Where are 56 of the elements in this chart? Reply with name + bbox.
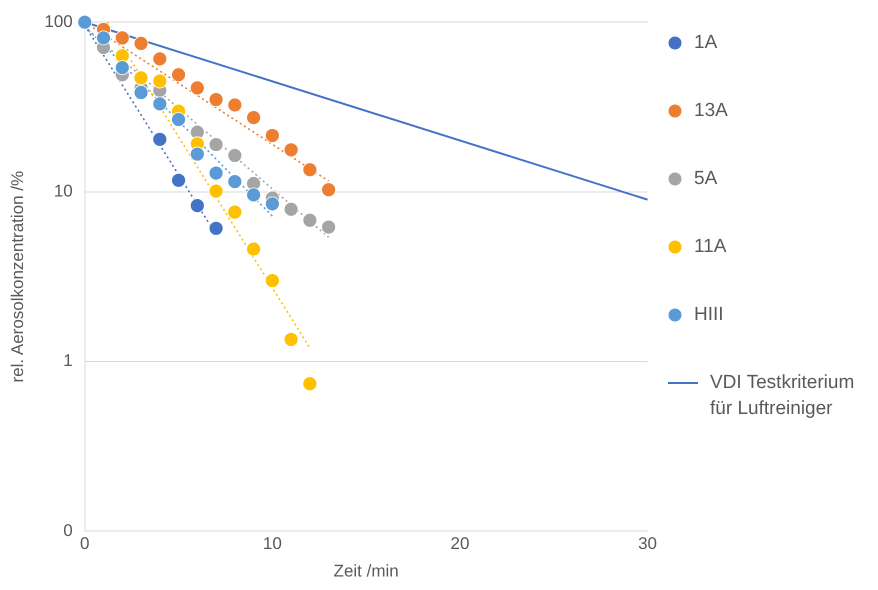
point	[302, 212, 318, 228]
point	[134, 36, 148, 51]
y-tick-label: 100	[44, 12, 73, 31]
point	[171, 112, 186, 127]
point	[114, 30, 130, 46]
legend-label: VDI Testkriterium für Luftreiniger	[710, 371, 856, 421]
point	[302, 162, 318, 178]
point	[96, 30, 111, 46]
point	[284, 142, 299, 158]
point	[134, 85, 148, 100]
point	[227, 204, 242, 220]
point	[208, 92, 224, 107]
point	[208, 166, 224, 181]
point	[152, 132, 168, 147]
point	[246, 242, 261, 256]
legend-label: HIII	[694, 303, 724, 327]
x-tick-label: 0	[80, 534, 90, 554]
point	[227, 98, 242, 112]
point	[246, 187, 261, 202]
point	[227, 174, 242, 189]
point	[246, 110, 261, 125]
point	[264, 128, 280, 143]
legend-label: 1A	[694, 31, 718, 55]
point	[152, 74, 168, 88]
point	[302, 376, 318, 392]
y-tick-label: 10	[54, 182, 73, 201]
legend-label: 13A	[694, 99, 728, 123]
point	[264, 273, 280, 288]
point	[114, 60, 130, 76]
point	[321, 182, 336, 198]
x-tick-label: 30	[638, 534, 658, 554]
y-tick-label: 0	[63, 520, 73, 540]
legend-label: 11A	[694, 235, 726, 259]
x-tick-label: 20	[450, 534, 470, 554]
point	[152, 96, 168, 112]
y-axis-title: rel. Aerosolkonzentration /%	[8, 170, 27, 383]
point	[208, 184, 224, 199]
point	[152, 51, 168, 66]
point	[227, 148, 242, 163]
point	[190, 146, 205, 162]
point	[208, 220, 224, 236]
legend-label: 5A	[694, 167, 718, 191]
point	[190, 198, 205, 213]
x-tick-label: 10	[262, 534, 282, 554]
point	[171, 67, 186, 82]
point	[134, 70, 148, 86]
point	[171, 172, 186, 188]
point	[208, 137, 224, 152]
y-tick-label: 1	[63, 351, 73, 370]
point	[190, 80, 205, 96]
point	[321, 220, 336, 234]
point	[284, 332, 299, 347]
point	[77, 14, 92, 30]
x-axis-title: Zeit /min	[334, 561, 399, 580]
point	[264, 196, 280, 212]
point	[284, 202, 299, 217]
